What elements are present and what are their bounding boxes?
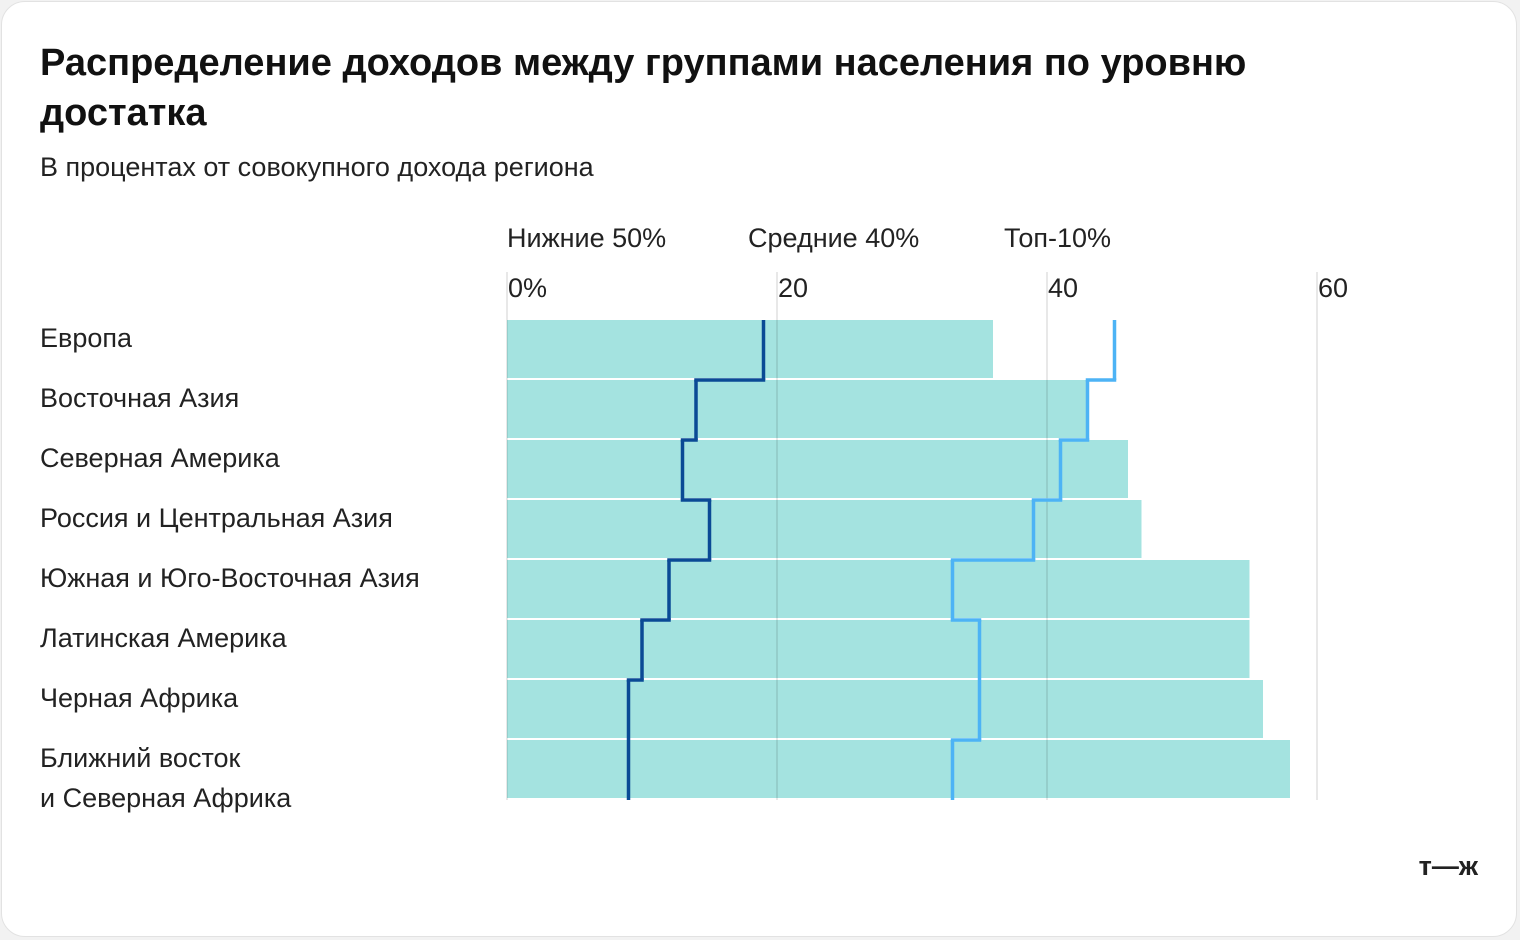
logo: т—ж bbox=[1419, 851, 1479, 881]
bar bbox=[507, 680, 1263, 738]
bar bbox=[507, 500, 1142, 558]
category-label: Северная Америка bbox=[40, 443, 281, 473]
x-tick-label: 20 bbox=[778, 273, 808, 303]
bar bbox=[507, 320, 993, 378]
category-label: Черная Африка bbox=[40, 683, 239, 713]
bar bbox=[507, 740, 1290, 798]
grid bbox=[506, 272, 1318, 800]
x-tick-label: 40 bbox=[1048, 273, 1078, 303]
category-label: Латинская Америка bbox=[40, 623, 288, 653]
bar bbox=[507, 620, 1250, 678]
category-label: Восточная Азия bbox=[40, 383, 239, 413]
category-label: Европа bbox=[40, 323, 133, 353]
step-lines bbox=[626, 320, 1117, 800]
bar bbox=[507, 380, 1088, 438]
category-label: Ближний восток и Северная Африка bbox=[40, 743, 292, 813]
bar bbox=[507, 440, 1128, 498]
bars bbox=[507, 320, 1290, 798]
legend-entry: Топ-10% bbox=[1004, 223, 1111, 253]
chart-subtitle: В процентах от совокупного дохода регион… bbox=[40, 152, 594, 182]
chart-title: Распределение доходов между группами нас… bbox=[40, 42, 1247, 134]
legend-entry: Нижние 50% bbox=[507, 223, 666, 253]
legend-entry: Средние 40% bbox=[748, 223, 919, 253]
category-label-line: Ближний восток bbox=[40, 743, 241, 773]
bar bbox=[507, 560, 1250, 618]
category-label: Южная и Юго-Восточная Азия bbox=[40, 563, 420, 593]
category-label: Россия и Центральная Азия bbox=[40, 503, 393, 533]
category-label-line: и Северная Африка bbox=[40, 783, 292, 813]
x-tick-label: 60 bbox=[1318, 273, 1348, 303]
x-tick-label: 0% bbox=[508, 273, 547, 303]
